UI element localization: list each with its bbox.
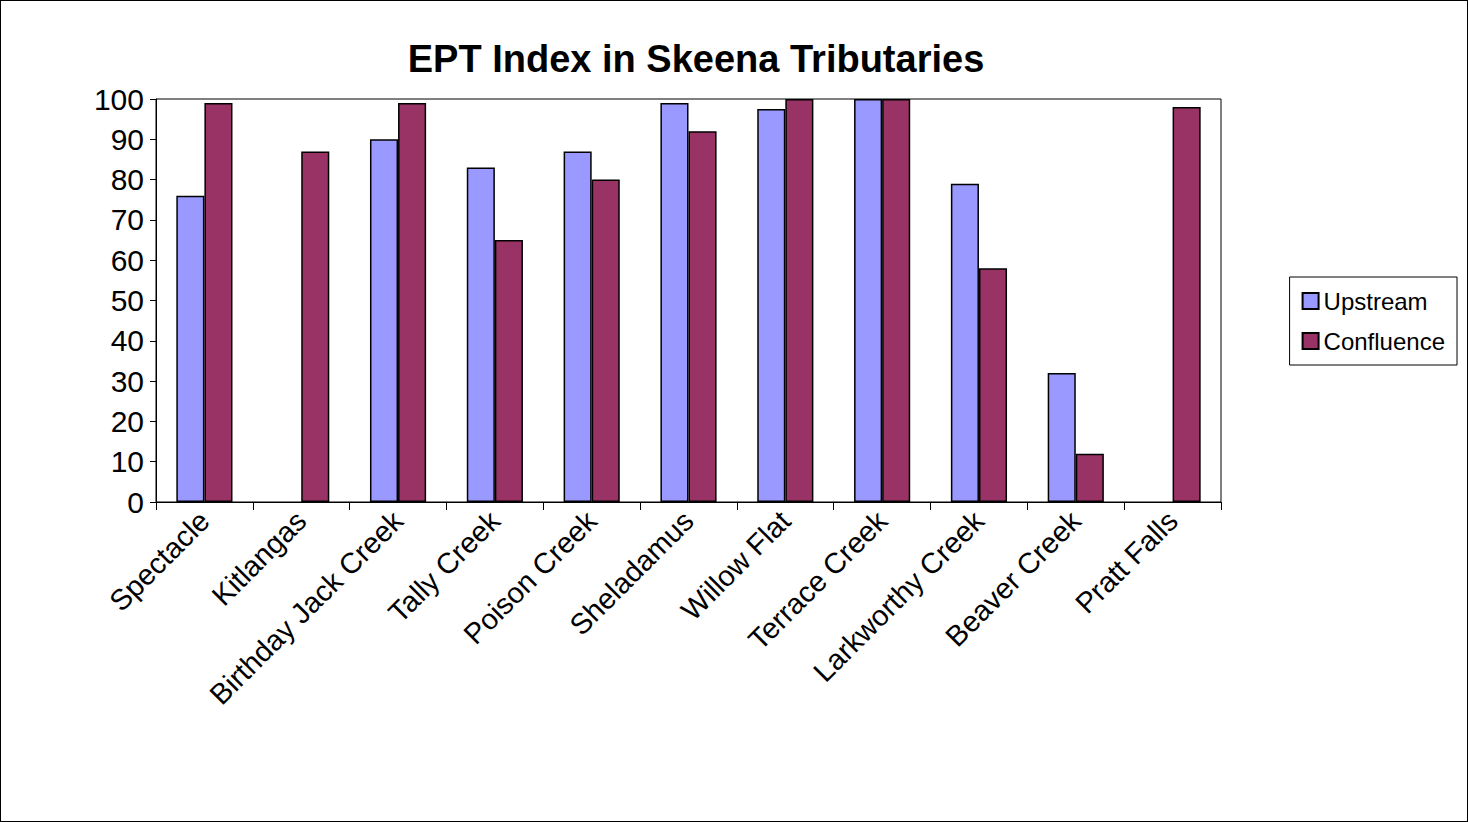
svg-text:Spectacle: Spectacle <box>103 505 216 618</box>
svg-text:80: 80 <box>111 163 144 196</box>
svg-text:Upstream: Upstream <box>1324 288 1428 315</box>
svg-text:40: 40 <box>111 324 144 357</box>
svg-text:30: 30 <box>111 365 144 398</box>
svg-text:10: 10 <box>111 445 144 478</box>
svg-text:Larkworthy Creek: Larkworthy Creek <box>807 504 991 688</box>
svg-text:Tally Creek: Tally Creek <box>382 504 507 629</box>
svg-text:90: 90 <box>111 123 144 156</box>
svg-text:0: 0 <box>127 486 144 519</box>
svg-text:Confluence: Confluence <box>1324 328 1445 355</box>
svg-text:Pratt Falls: Pratt Falls <box>1069 505 1184 620</box>
svg-text:Kitlangas: Kitlangas <box>205 504 313 612</box>
svg-text:Birthday Jack Creek: Birthday Jack Creek <box>203 504 409 710</box>
svg-text:20: 20 <box>111 405 144 438</box>
svg-text:Terrace Creek: Terrace Creek <box>742 504 894 656</box>
svg-text:Beaver Creek: Beaver Creek <box>939 504 1087 652</box>
svg-text:Willow Flat: Willow Flat <box>674 504 797 627</box>
svg-text:70: 70 <box>111 203 144 236</box>
svg-text:100: 100 <box>94 83 144 116</box>
svg-text:Sheladamus: Sheladamus <box>563 505 700 642</box>
svg-text:Poison Creek: Poison Creek <box>457 504 603 651</box>
svg-text:50: 50 <box>111 284 144 317</box>
svg-text:60: 60 <box>111 244 144 277</box>
svg-text:EPT Index in Skeena Tributarie: EPT Index in Skeena Tributaries <box>408 38 985 80</box>
